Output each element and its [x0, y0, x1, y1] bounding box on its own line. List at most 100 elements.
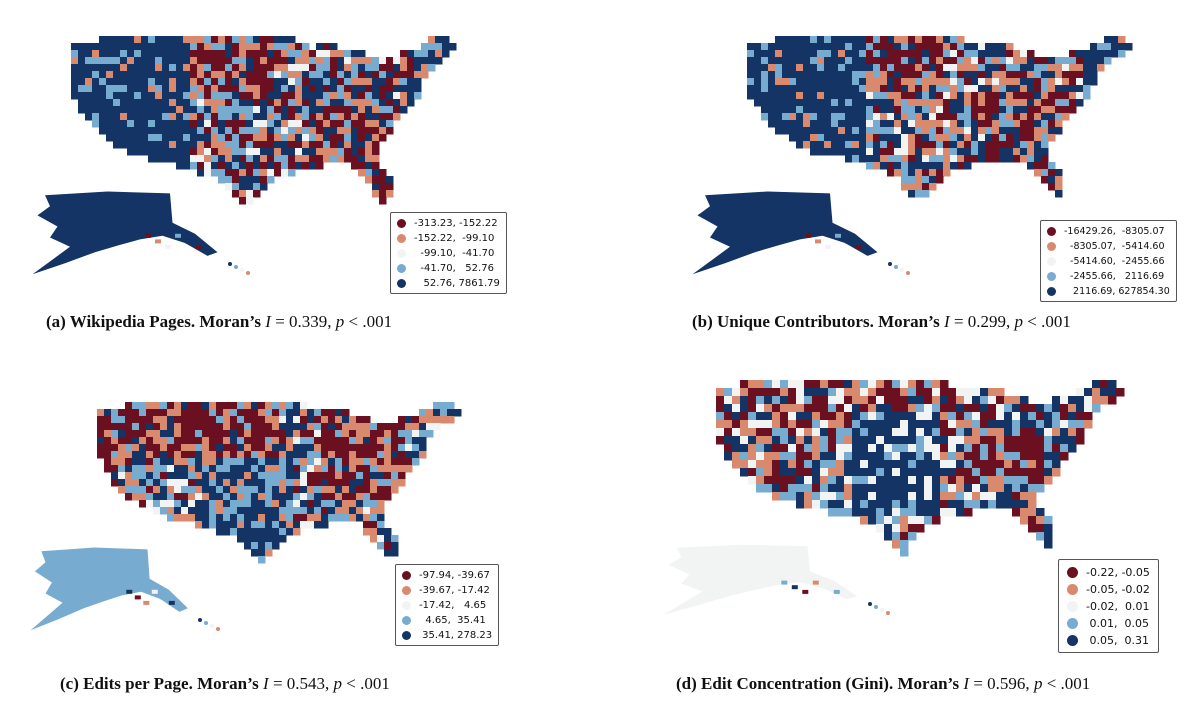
county-cell: [887, 85, 895, 93]
county-cell: [286, 493, 294, 501]
county-cell: [756, 484, 765, 493]
county-cell: [386, 190, 394, 198]
county-cell: [330, 71, 338, 79]
county-cell: [358, 141, 366, 149]
county-cell: [1012, 404, 1021, 413]
county-cell: [796, 50, 804, 58]
county-cell: [225, 64, 233, 72]
county-cell: [188, 514, 196, 522]
county-cell: [132, 458, 140, 466]
county-cell: [71, 85, 79, 93]
county-cell: [202, 416, 210, 424]
county-cell: [328, 507, 336, 515]
county-cell: [209, 451, 217, 459]
county-cell: [365, 71, 373, 79]
county-cell: [892, 412, 901, 421]
county-cell: [125, 423, 133, 431]
county-cell: [915, 155, 923, 163]
county-cell: [1048, 106, 1056, 114]
county-cell: [113, 78, 121, 86]
county-cell: [106, 50, 114, 58]
county-cell: [796, 106, 804, 114]
county-cell: [363, 423, 371, 431]
county-cell: [1104, 43, 1112, 51]
county-cell: [892, 516, 901, 525]
county-cell: [880, 148, 888, 156]
legend-label: -313.23, -152.22: [414, 218, 498, 229]
county-cell: [120, 50, 128, 58]
county-cell: [265, 430, 273, 438]
county-cell: [253, 85, 261, 93]
county-cell: [1044, 476, 1053, 485]
county-cell: [1052, 452, 1061, 461]
county-cell: [244, 416, 252, 424]
county-cell: [288, 71, 296, 79]
county-cell: [1036, 468, 1045, 477]
county-cell: [190, 155, 198, 163]
county-cell: [948, 404, 957, 413]
county-cell: [900, 548, 909, 557]
county-cell: [216, 451, 224, 459]
county-cell: [1052, 420, 1061, 429]
county-cell: [202, 430, 210, 438]
alaska-region: [855, 244, 861, 249]
county-cell: [246, 190, 254, 198]
county-cell: [232, 183, 240, 191]
county-cell: [1036, 436, 1045, 445]
county-cell: [796, 404, 805, 413]
county-cell: [435, 36, 443, 44]
county-cell: [971, 85, 979, 93]
county-cell: [372, 78, 380, 86]
county-cell: [748, 420, 757, 429]
county-cell: [237, 409, 245, 417]
county-cell: [932, 396, 941, 405]
county-cell: [400, 57, 408, 65]
county-cell: [985, 148, 993, 156]
county-cell: [1069, 78, 1077, 86]
county-cell: [884, 436, 893, 445]
county-cell: [125, 486, 133, 494]
county-cell: [924, 388, 933, 397]
county-cell: [78, 106, 86, 114]
county-cell: [335, 451, 343, 459]
legend-swatch: [397, 249, 406, 258]
county-cell: [216, 416, 224, 424]
county-cell: [223, 472, 231, 480]
county-cell: [349, 514, 357, 522]
county-cell: [393, 92, 401, 100]
county-cell: [209, 402, 217, 410]
county-cell: [216, 507, 224, 515]
county-cell: [1020, 134, 1028, 142]
county-cell: [307, 437, 315, 445]
county-cell: [162, 64, 170, 72]
county-cell: [1084, 420, 1093, 429]
county-cell: [370, 479, 378, 487]
county-cell: [447, 402, 455, 410]
county-cell: [351, 106, 359, 114]
county-cell: [251, 514, 259, 522]
county-cell: [943, 85, 951, 93]
county-cell: [239, 43, 247, 51]
county-cell: [789, 113, 797, 121]
county-cell: [873, 43, 881, 51]
county-cell: [356, 472, 364, 480]
county-cell: [351, 155, 359, 163]
county-cell: [176, 120, 184, 128]
county-cell: [223, 500, 231, 508]
county-cell: [85, 99, 93, 107]
county-cell: [365, 85, 373, 93]
county-cell: [127, 141, 135, 149]
county-cell: [852, 85, 860, 93]
county-cell: [300, 472, 308, 480]
county-cell: [174, 451, 182, 459]
county-cell: [764, 428, 773, 437]
county-cell: [1076, 78, 1084, 86]
county-cell: [393, 57, 401, 65]
county-cell: [812, 436, 821, 445]
county-cell: [1060, 412, 1069, 421]
county-cell: [852, 444, 861, 453]
county-cell: [756, 444, 765, 453]
county-cell: [85, 64, 93, 72]
county-cell: [901, 50, 909, 58]
county-cell: [223, 423, 231, 431]
